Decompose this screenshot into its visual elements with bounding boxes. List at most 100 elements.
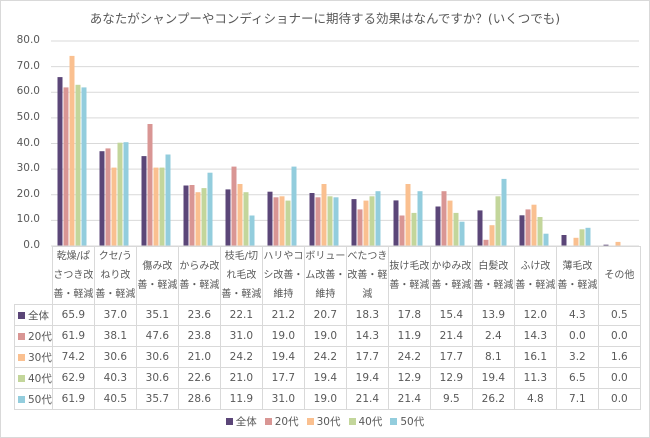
bar-全体-4 [225,189,231,246]
bar-30代-6 [321,184,327,246]
bar-40代-1 [117,142,123,246]
data-cell: 19.0 [261,325,305,347]
data-cell: 18.3 [345,304,389,326]
data-cell: 35.7 [135,388,179,410]
category-label-line: 維持 [273,289,294,300]
data-cell: 8.1 [471,346,515,368]
series-label: 30代 [14,346,53,368]
legend-item: 全体 [225,414,257,429]
series-label: 20代 [14,325,53,347]
bar-全体-5 [267,191,273,246]
data-cell: 31.0 [261,388,305,410]
data-cell: 17.8 [387,304,431,326]
category-label-line: クセ/う [98,251,133,262]
category-label: クセ/う ねり改 善・軽減 [93,246,137,305]
category-label-line: 改善・軽 [347,270,388,281]
data-cell: 28.6 [177,388,221,410]
bar-全体-1 [99,151,105,246]
category-label-line: 善・軽減 [137,279,178,291]
bar-50代-4 [249,215,255,246]
bar-30代-10 [489,225,495,246]
bar-50代-7 [375,191,381,246]
category-label-line: 善・軽減 [179,279,220,291]
category-label-line: ふけ改 [520,260,551,272]
bar-40代-5 [285,200,291,246]
category-label-line: 善・軽減 [431,279,472,291]
bar-20代-1 [105,148,111,246]
bar-全体-2 [141,156,147,246]
data-cell: 21.4 [429,325,473,347]
data-cell: 16.1 [513,346,557,368]
data-cell: 62.9 [51,367,95,389]
data-cell: 19.4 [345,367,389,389]
data-cell: 14.3 [513,325,557,347]
bar-40代-12 [579,229,585,246]
bar-20代-2 [147,124,153,246]
category-label-line: シ改善・ [263,270,304,281]
data-cell: 11.9 [219,388,263,410]
bar-40代-0 [75,84,81,246]
legend-item: 50代 [390,414,424,429]
data-cell: 47.6 [135,325,179,347]
data-cell: 30.6 [135,367,179,389]
bar-30代-11 [531,204,537,246]
bar-全体-10 [477,210,483,246]
category-label: ボリュー ム改善・ 維持 [303,246,347,305]
bar-30代-0 [69,55,75,247]
data-cell: 4.3 [555,304,599,326]
data-cell: 61.9 [51,388,95,410]
series-swatch-icon [18,332,25,340]
legend-label: 50代 [400,416,425,428]
bar-20代-3 [189,185,195,246]
legend-swatch-icon [390,418,398,425]
bar-50代-8 [417,191,423,246]
data-cell: 30.6 [135,346,179,368]
bar-30代-1 [111,167,117,246]
data-cell: 20.7 [303,304,347,326]
category-label-line: れ毛改 [226,270,257,281]
category-label: ハリやコシ改善・維持 [261,246,305,305]
category-label-line: ハリやコ [263,251,304,262]
y-tick-label: 70.0 [16,59,40,72]
data-cell: 24.2 [303,346,347,368]
data-cell: 15.4 [429,304,473,326]
series-name: 50代 [28,393,52,406]
bar-30代-7 [363,200,369,246]
data-cell: 35.1 [135,304,179,326]
data-cell: 23.6 [177,304,221,326]
data-cell: 24.2 [219,346,263,368]
data-cell: 0.0 [597,325,641,347]
data-cell: 9.5 [429,388,473,410]
data-cell: 17.7 [261,367,305,389]
legend-swatch-icon [348,418,356,425]
data-cell: 19.4 [471,367,515,389]
category-label-line: 善・軽減 [557,279,598,291]
data-cell: 21.0 [177,346,221,368]
bar-30代-12 [573,237,579,246]
bar-20代-11 [525,209,531,246]
data-cell: 22.1 [219,304,263,326]
bar-40代-4 [243,192,249,246]
series-name: 20代 [28,330,52,343]
y-tick-label: 80.0 [16,34,40,46]
category-label-line: その他 [604,270,635,281]
bar-40代-10 [495,196,501,246]
category-label-line: 善・軽減 [53,289,94,300]
table-row: 40代 62.9 40.3 30.6 22.6 21.0 17.7 19.4 19.4 12.9 1… [14,367,641,389]
data-cell: 26.2 [471,388,515,410]
category-label: その他 [597,246,641,305]
data-cell: 74.2 [51,346,95,368]
bar-20代-10 [483,239,489,246]
category-label-line: 善・軽減 [389,279,430,291]
bar-40代-8 [411,212,417,246]
data-cell: 38.1 [93,325,137,347]
bar-50代-9 [459,221,465,246]
series-swatch-icon [18,395,25,403]
table-row: 全体 65.9 37.0 35.1 23.6 22.1 21.2 20.7 18.3 17.8 15… [14,304,641,326]
bar-全体-0 [57,77,63,246]
data-cell: 11.9 [387,325,431,347]
data-cell: 4.8 [513,388,557,410]
legend-swatch-icon [225,418,233,425]
bar-40代-6 [327,196,333,246]
